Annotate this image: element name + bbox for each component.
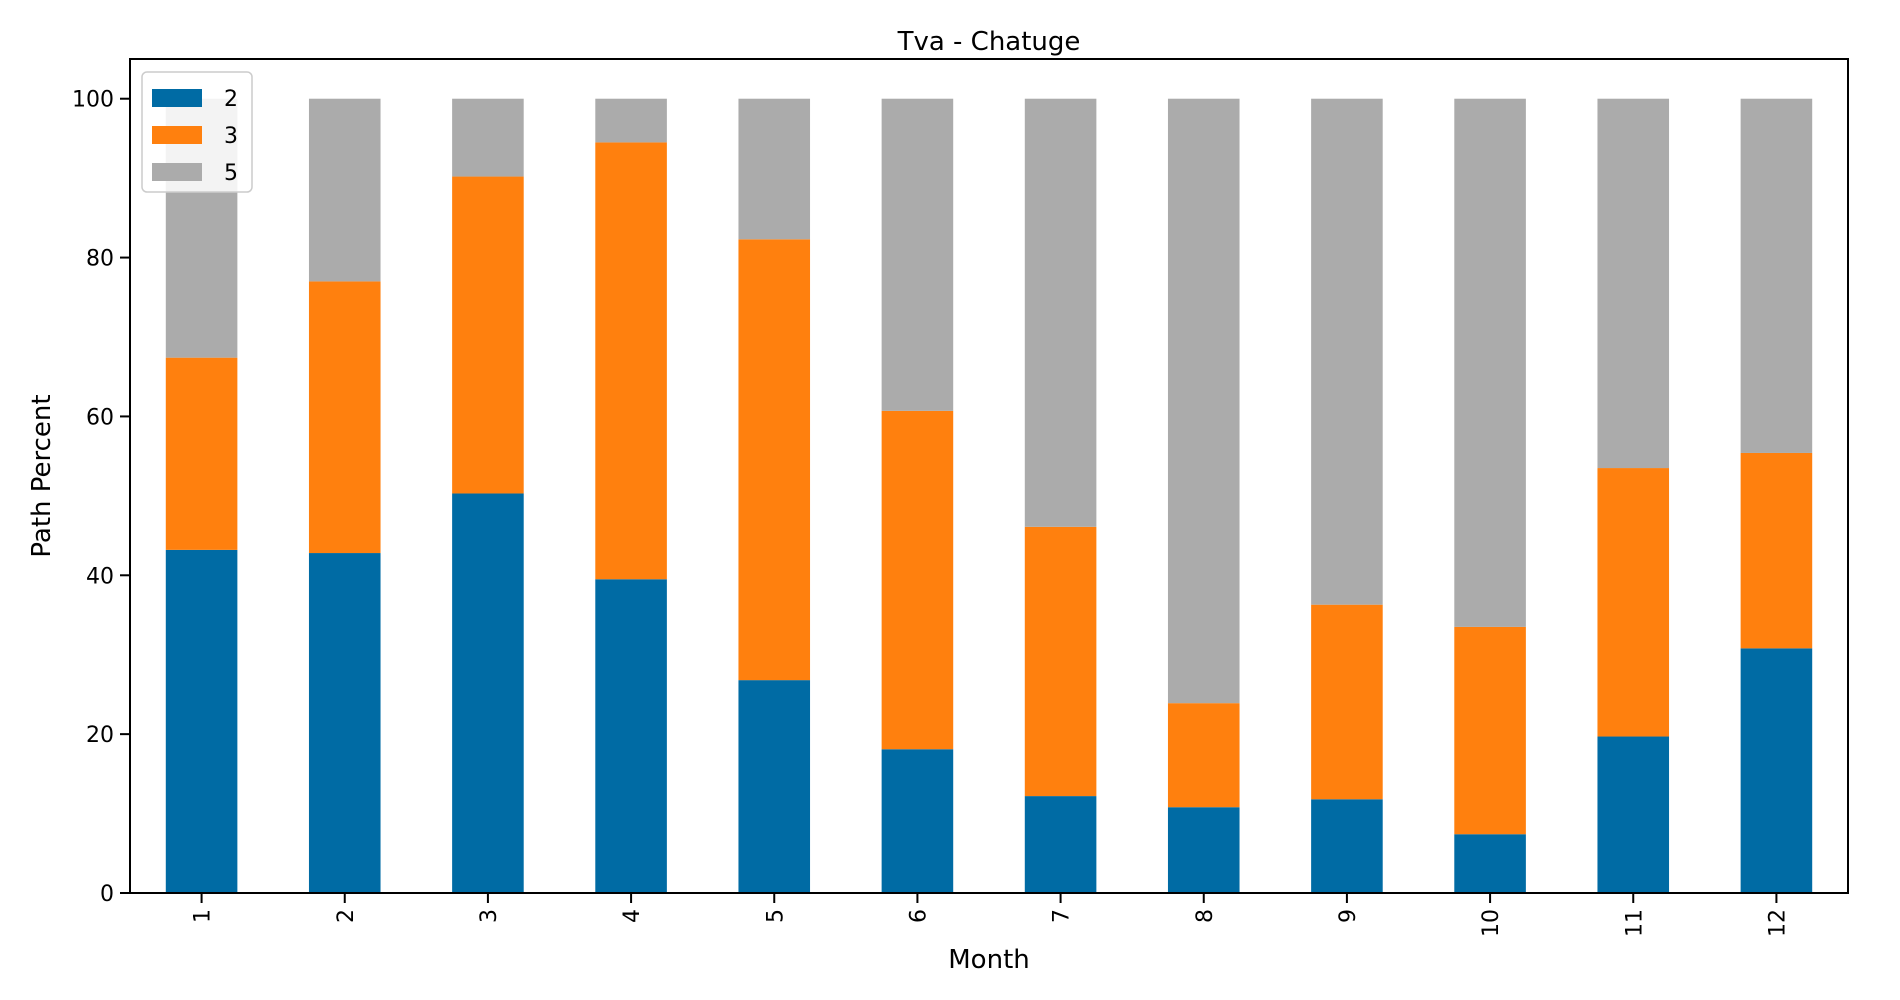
bar-month-5-series-5 xyxy=(738,98,811,240)
bar-month-1-series-2 xyxy=(165,549,238,893)
x-tick-label: 10 xyxy=(1479,909,1504,937)
bar-month-10-series-2 xyxy=(1454,834,1526,893)
bar-month-12-series-5 xyxy=(1740,98,1813,453)
bar-month-4-series-2 xyxy=(595,579,667,893)
bar-month-4-series-3 xyxy=(595,142,667,580)
bar-month-9-series-5 xyxy=(1311,98,1383,605)
bar-month-4-series-5 xyxy=(595,98,667,143)
x-axis-label: Month xyxy=(948,945,1030,975)
bar-month-6-series-5 xyxy=(881,98,954,411)
bar-month-2-series-5 xyxy=(308,98,381,282)
plot-frame xyxy=(129,58,1849,894)
y-axis-label: Path Percent xyxy=(27,394,57,557)
y-tick-label: 60 xyxy=(86,405,114,430)
bar-month-7-series-5 xyxy=(1024,98,1097,527)
y-tick-label: 80 xyxy=(86,247,114,272)
bar-month-2-series-3 xyxy=(308,281,381,554)
bar-month-3-series-5 xyxy=(452,98,524,177)
bar-month-8-series-3 xyxy=(1167,703,1240,808)
legend-label-3: 3 xyxy=(224,124,238,149)
legend-label-5: 5 xyxy=(224,161,238,186)
bar-month-5-series-2 xyxy=(738,680,811,893)
y-tick-label: 20 xyxy=(86,723,114,748)
x-tick-label: 3 xyxy=(477,909,502,923)
bar-month-8-series-2 xyxy=(1167,807,1240,893)
bar-month-7-series-2 xyxy=(1024,796,1097,893)
bar-month-8-series-5 xyxy=(1167,98,1240,704)
legend-swatch-2 xyxy=(152,89,202,107)
bar-month-10-series-3 xyxy=(1454,626,1526,835)
y-tick-label: 100 xyxy=(72,88,114,113)
x-tick-label: 7 xyxy=(1050,909,1075,923)
bar-month-6-series-2 xyxy=(881,749,954,893)
x-tick-label: 8 xyxy=(1193,909,1218,923)
x-tick-label: 12 xyxy=(1765,909,1790,937)
bar-month-11-series-2 xyxy=(1597,736,1670,893)
x-tick-label: 1 xyxy=(191,909,216,923)
legend: 2 3 5 xyxy=(141,71,253,193)
y-tick-label: 0 xyxy=(100,882,114,907)
bar-month-7-series-3 xyxy=(1024,526,1097,797)
bar-month-3-series-3 xyxy=(452,176,524,494)
x-tick-label: 6 xyxy=(906,909,931,923)
x-tick-label: 11 xyxy=(1622,909,1647,937)
x-axis-ticks: 1 2 3 4 5 6 7 8 9 10 11 12 xyxy=(191,893,1790,937)
bar-month-2-series-2 xyxy=(308,553,381,893)
legend-label-2: 2 xyxy=(224,87,238,112)
bar-month-9-series-2 xyxy=(1311,799,1383,893)
bar-month-10-series-5 xyxy=(1454,98,1526,627)
x-tick-label: 9 xyxy=(1336,909,1361,923)
chart-title: Tva - Chatuge xyxy=(897,27,1081,57)
legend-swatch-5 xyxy=(152,163,202,181)
x-tick-label: 2 xyxy=(334,909,359,923)
y-tick-label: 40 xyxy=(86,564,114,589)
y-axis-ticks: 0 20 40 60 80 100 xyxy=(72,88,130,907)
bar-month-5-series-3 xyxy=(738,239,811,681)
bar-month-1-series-3 xyxy=(165,357,238,550)
bar-month-12-series-3 xyxy=(1740,452,1813,649)
bar-month-6-series-3 xyxy=(881,410,954,750)
bar-month-3-series-2 xyxy=(452,493,524,893)
bar-month-11-series-3 xyxy=(1597,468,1670,737)
bar-month-9-series-3 xyxy=(1311,604,1383,800)
x-tick-label: 4 xyxy=(620,909,645,923)
x-tick-label: 5 xyxy=(763,909,788,923)
bar-month-12-series-2 xyxy=(1740,648,1813,893)
legend-swatch-3 xyxy=(152,126,202,144)
bar-month-11-series-5 xyxy=(1597,98,1670,469)
bars-group xyxy=(165,98,1813,893)
